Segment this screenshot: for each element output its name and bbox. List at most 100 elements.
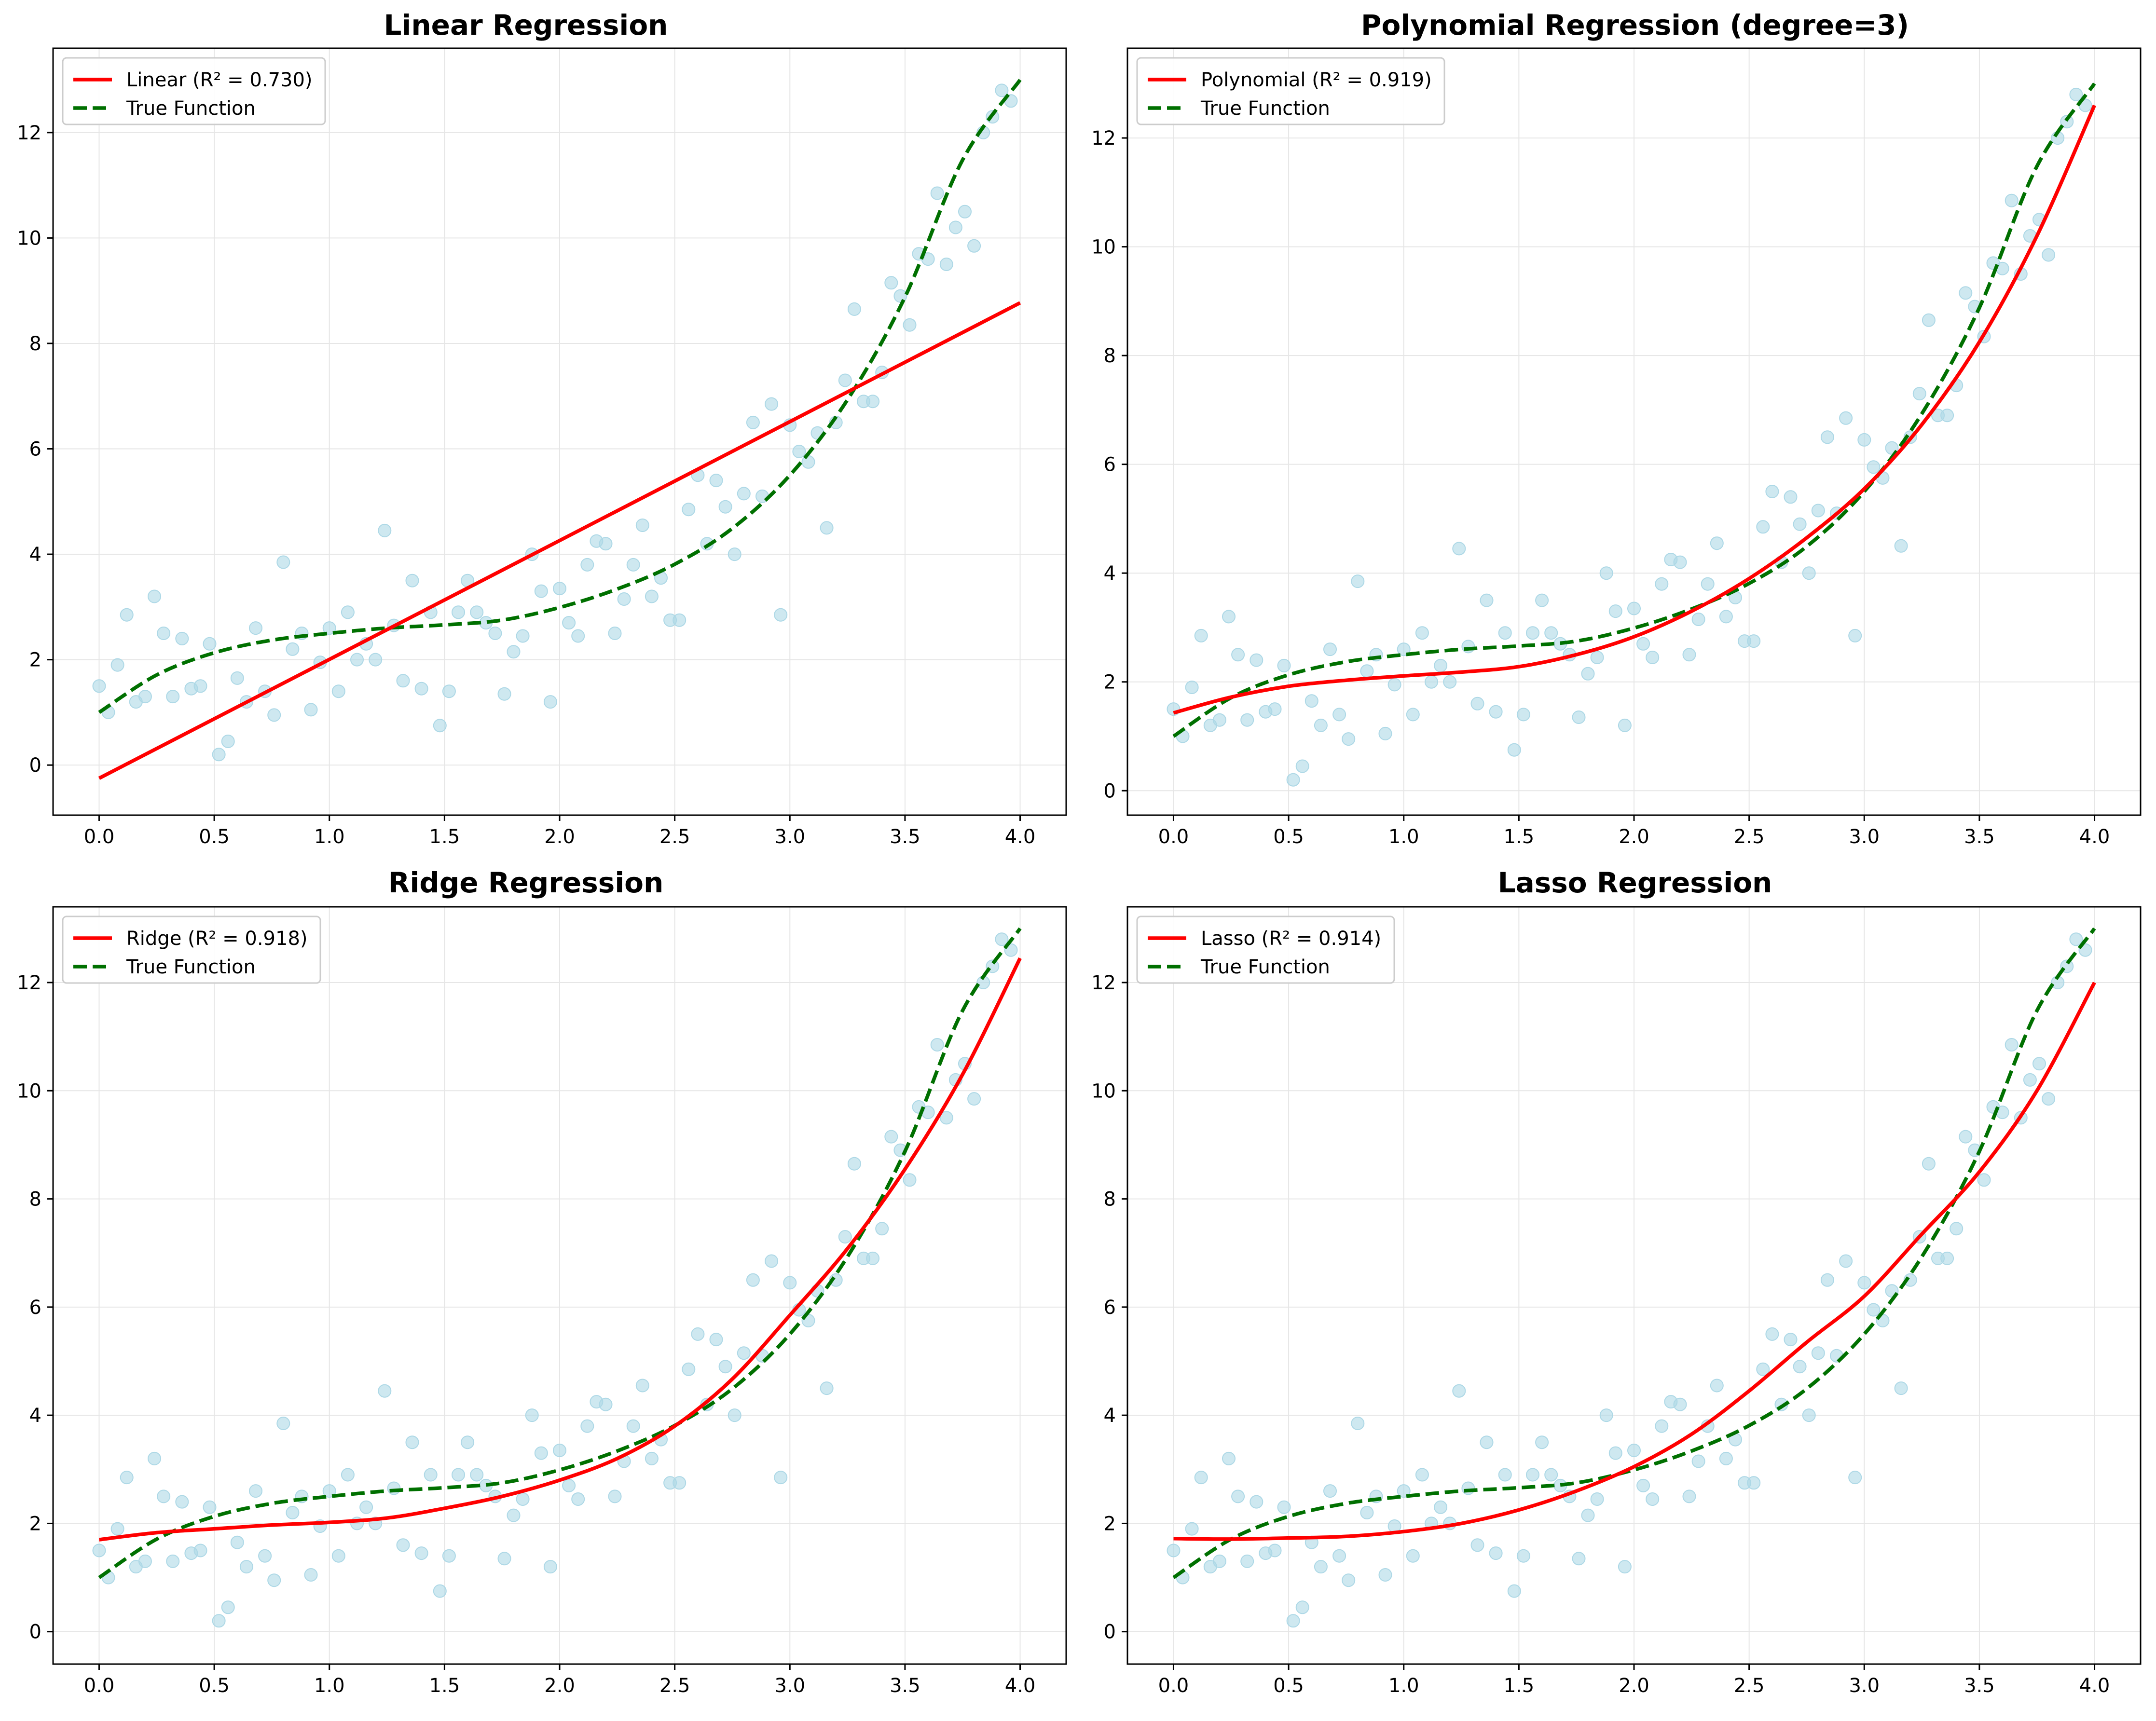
data-point bbox=[1636, 1478, 1650, 1492]
data-point bbox=[847, 1157, 861, 1171]
data-point bbox=[1415, 626, 1429, 640]
data-point bbox=[1922, 1157, 1936, 1171]
axis-ticks: 0.0 0.5 1.0 1.5 2.0 2.5 3.0 3.5 4.0 0 2 4 6 8 10 12 bbox=[1091, 127, 2110, 848]
legend-box bbox=[62, 57, 326, 125]
fit-line bbox=[1173, 104, 2096, 715]
x-tick-label: 4.0 bbox=[1005, 1675, 1036, 1697]
x-tick-label: 3.5 bbox=[890, 826, 920, 848]
data-point bbox=[534, 584, 548, 598]
data-point bbox=[1894, 1381, 1908, 1395]
data-point bbox=[414, 1546, 428, 1560]
data-point bbox=[1682, 1489, 1696, 1503]
data-point bbox=[138, 1554, 152, 1568]
data-point bbox=[709, 474, 723, 488]
data-point bbox=[2042, 248, 2056, 262]
panel-lasso: Lasso Regression 0.0 0.5 1.0 1.5 2.0 2.5 3.0 3.… bbox=[1091, 866, 2142, 1697]
data-point bbox=[1231, 648, 1245, 662]
data-point bbox=[626, 558, 640, 572]
data-point bbox=[1959, 286, 1973, 300]
x-tick-label: 3.0 bbox=[774, 826, 805, 848]
data-point bbox=[193, 1543, 207, 1557]
data-point bbox=[737, 487, 751, 501]
data-point bbox=[1406, 708, 1420, 722]
data-point bbox=[249, 621, 262, 635]
data-point bbox=[1599, 566, 1613, 580]
data-point bbox=[1857, 433, 1871, 447]
data-point bbox=[1425, 675, 1438, 689]
data-point bbox=[1185, 1522, 1199, 1536]
data-point bbox=[682, 1362, 696, 1376]
data-point bbox=[709, 1333, 723, 1347]
data-point bbox=[718, 1360, 732, 1374]
legend-box bbox=[1136, 915, 1395, 984]
data-point bbox=[995, 83, 1009, 97]
data-point bbox=[212, 748, 226, 762]
data-point bbox=[267, 1573, 281, 1587]
data-point bbox=[903, 318, 917, 332]
data-point bbox=[1470, 1538, 1484, 1552]
data-point bbox=[1894, 539, 1908, 553]
data-point bbox=[1673, 555, 1687, 569]
data-point bbox=[608, 1489, 622, 1503]
data-point bbox=[1793, 517, 1807, 531]
data-point bbox=[1793, 1360, 1807, 1374]
data-point bbox=[1627, 1444, 1641, 1457]
x-tick-label: 0.5 bbox=[1273, 826, 1304, 848]
data-point bbox=[1415, 1468, 1429, 1482]
data-point bbox=[1977, 1173, 1991, 1187]
x-tick-label: 1.0 bbox=[1388, 826, 1419, 848]
x-tick-label: 4.0 bbox=[2079, 1675, 2110, 1697]
data-point bbox=[157, 1489, 171, 1503]
data-point bbox=[1747, 634, 1761, 648]
y-tick-label: 6 bbox=[29, 1297, 41, 1319]
data-point bbox=[774, 608, 788, 622]
data-point bbox=[1655, 577, 1669, 591]
data-point bbox=[645, 589, 659, 603]
legend-fit-label: Linear (R² = 0.730) bbox=[126, 69, 313, 91]
data-point bbox=[239, 1560, 253, 1574]
data-point bbox=[1222, 610, 1236, 624]
data-point bbox=[1507, 1584, 1521, 1598]
data-point bbox=[1498, 626, 1512, 640]
y-tick-label: 0 bbox=[29, 754, 41, 777]
data-point bbox=[212, 1614, 226, 1628]
data-point bbox=[1314, 718, 1328, 732]
data-point bbox=[516, 629, 530, 643]
data-point bbox=[866, 395, 880, 409]
data-point bbox=[1608, 1446, 1622, 1460]
data-point bbox=[1470, 697, 1484, 710]
data-point bbox=[516, 1492, 530, 1506]
data-point bbox=[562, 616, 576, 630]
data-point bbox=[1222, 1451, 1236, 1465]
data-point bbox=[1286, 1614, 1300, 1628]
y-tick-label: 6 bbox=[1104, 454, 1116, 476]
data-point bbox=[350, 653, 364, 667]
data-point bbox=[1959, 1130, 1973, 1144]
data-point bbox=[801, 455, 815, 469]
data-point bbox=[571, 1492, 585, 1506]
data-points bbox=[1167, 932, 2092, 1628]
x-tick-label: 0.0 bbox=[84, 1675, 115, 1697]
data-point bbox=[1784, 490, 1798, 504]
data-point bbox=[1682, 648, 1696, 662]
data-point bbox=[286, 642, 300, 656]
y-tick-label: 12 bbox=[17, 972, 41, 994]
data-point bbox=[230, 1535, 244, 1549]
data-point bbox=[1360, 664, 1374, 678]
x-tick-label: 2.5 bbox=[1734, 1675, 1765, 1697]
data-point bbox=[875, 1222, 889, 1236]
legend-true-label: True Function bbox=[126, 956, 256, 978]
data-point bbox=[1646, 1492, 1660, 1506]
y-tick-label: 12 bbox=[1091, 972, 1116, 994]
data-point bbox=[1250, 653, 1263, 667]
data-point bbox=[1820, 430, 1834, 444]
data-point bbox=[175, 631, 189, 645]
data-point bbox=[267, 708, 281, 722]
data-point bbox=[424, 1468, 438, 1482]
legend-true-label: True Function bbox=[1200, 97, 1330, 120]
data-point bbox=[718, 500, 732, 514]
data-point bbox=[939, 258, 953, 271]
data-point bbox=[958, 205, 972, 219]
data-point bbox=[1590, 1492, 1604, 1506]
